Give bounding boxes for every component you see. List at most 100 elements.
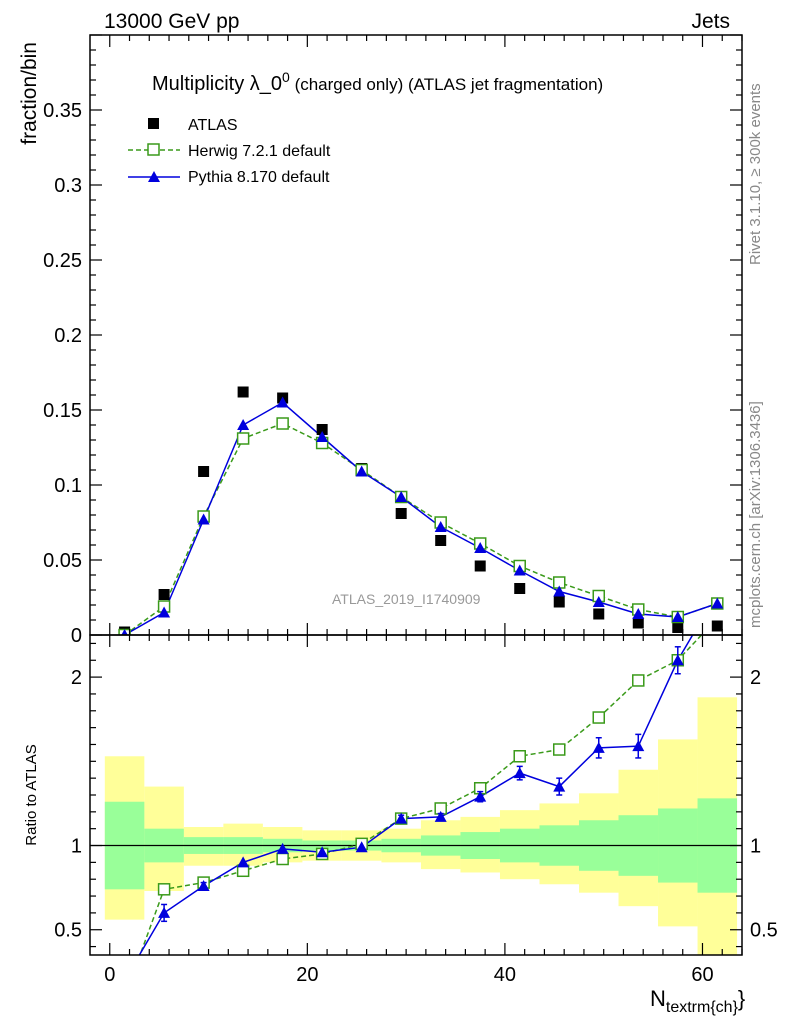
pythia-point xyxy=(237,419,250,430)
ratio-xtick-label: 40 xyxy=(494,964,516,986)
ratio-ylabel: Ratio to ATLAS xyxy=(23,744,40,845)
ratio-plot-area xyxy=(90,587,742,955)
x-axis-label-main: N xyxy=(650,986,666,1011)
ratio-herwig-point xyxy=(513,750,526,763)
pythia-point xyxy=(276,396,289,408)
ratio-pythia-point xyxy=(434,810,447,822)
pythia-point xyxy=(553,585,566,597)
atlas-point xyxy=(711,620,723,632)
ratio-herwig-point xyxy=(552,743,566,756)
ratio-pythia-point xyxy=(553,780,566,792)
ratio-pythia-point xyxy=(158,906,171,918)
chart-title-rest: (charged only) (ATLAS jet fragmentation) xyxy=(290,75,603,94)
main-ytick-label: 0.2 xyxy=(54,325,82,347)
x-axis-label: Ntextrm{ch}} xyxy=(650,986,745,1016)
pythia-point xyxy=(158,606,171,618)
x-axis-label-close: } xyxy=(738,986,745,1011)
main-ylabel: fraction/bin xyxy=(18,42,41,145)
ratio-ytick-label-right: 2 xyxy=(750,667,761,689)
ratio-pythia-line xyxy=(138,635,694,955)
ratio-ytick-label-right: 0.5 xyxy=(750,920,778,942)
atlas-point xyxy=(593,608,605,620)
pythia-point xyxy=(513,564,526,576)
atlas-point xyxy=(553,596,565,608)
legend-atlas-label: ATLAS xyxy=(188,117,238,134)
main-ytick-label: 0.05 xyxy=(43,550,82,572)
main-plot-area xyxy=(118,386,724,635)
atlas-point xyxy=(514,583,526,594)
chart-title-main: Multiplicity λ_0 xyxy=(152,73,282,95)
ratio-pythia-point xyxy=(671,654,684,666)
legend-atlas-marker xyxy=(148,118,159,129)
atlas-point xyxy=(395,508,407,519)
ratio-xtick-label: 20 xyxy=(296,964,318,986)
ratio-pythia-point xyxy=(395,812,408,824)
pythia-point xyxy=(592,596,605,607)
legend-pythia-label: Pythia 8.170 default xyxy=(188,169,330,186)
legend-herwig-marker xyxy=(147,143,160,156)
ratio-herwig-point xyxy=(592,711,606,724)
herwig-line xyxy=(124,422,718,635)
rivet-label: Rivet 3.1.10, ≥ 300k events xyxy=(747,83,764,265)
x-axis-label-sub: textrm{ch} xyxy=(666,999,739,1016)
atlas-point xyxy=(672,622,684,633)
pythia-point xyxy=(711,597,724,609)
atlas-point xyxy=(435,535,447,546)
main-ytick-label: 0.25 xyxy=(43,250,82,272)
atlas-point xyxy=(474,560,486,572)
ratio-ytick-label-left: 1 xyxy=(71,836,82,858)
ratio-pythia-point xyxy=(355,841,368,853)
main-ytick-label: 0.15 xyxy=(43,400,82,422)
atlas-point xyxy=(198,466,210,477)
ratio-herwig-point xyxy=(276,852,289,866)
energy-label: 13000 GeV pp xyxy=(104,10,239,33)
main-ytick-label: 0 xyxy=(71,625,82,647)
atlas-point xyxy=(316,424,328,435)
pythia-point xyxy=(355,465,368,477)
atlas-point xyxy=(237,386,249,398)
mcplots-label: mcplots.cern.ch [arXiv:1306.3436] xyxy=(747,401,764,628)
ratio-xtick-label: 60 xyxy=(691,964,713,986)
pythia-point xyxy=(316,431,329,442)
pythia-point xyxy=(434,521,447,532)
ratio-pythia-point xyxy=(474,790,487,802)
ratio-herwig-line xyxy=(139,635,703,955)
ratio-herwig-point xyxy=(157,883,171,896)
pythia-point xyxy=(632,608,645,619)
analysis-label: ATLAS_2019_I1740909 xyxy=(332,591,481,607)
ratio-ytick-label-left: 2 xyxy=(71,667,82,689)
pythia-point xyxy=(121,629,128,635)
ratio-pythia-point xyxy=(513,767,526,779)
legend-pythia-marker xyxy=(148,171,160,182)
atlas-point xyxy=(158,589,170,600)
chart-title-sup: 0 xyxy=(282,69,290,85)
ratio-pythia-point xyxy=(237,856,250,868)
ratio-pythia-point xyxy=(592,741,605,753)
pythia-point xyxy=(395,491,408,502)
pythia-point xyxy=(197,513,210,525)
pythia-line xyxy=(124,401,718,635)
herwig-point xyxy=(236,432,250,445)
pythia-point xyxy=(474,542,487,553)
ratio-pythia-point xyxy=(197,879,210,891)
ratio-herwig-point xyxy=(632,674,645,687)
main-ytick-label: 0.3 xyxy=(54,175,82,197)
legend: ATLAS Herwig 7.2.1 default Pythia 8.170 … xyxy=(128,117,331,186)
ratio-ytick-label-left: 0.5 xyxy=(54,920,82,942)
legend-herwig-label: Herwig 7.2.1 default xyxy=(188,143,331,160)
main-ytick-label: 0.35 xyxy=(43,100,82,122)
ratio-pythia-point xyxy=(316,846,329,858)
chart-title: Multiplicity λ_00 (charged only) (ATLAS … xyxy=(152,69,603,95)
ratio-pythia-point xyxy=(632,740,645,752)
herwig-point xyxy=(276,417,289,430)
main-ytick-label: 0.1 xyxy=(54,475,82,497)
ratio-pythia-point xyxy=(276,842,289,854)
pythia-point xyxy=(671,611,684,622)
ratio-xtick-label: 0 xyxy=(104,964,115,986)
atlas-point xyxy=(632,617,644,629)
ratio-pythia-point xyxy=(711,587,723,598)
process-label: Jets xyxy=(691,10,730,33)
ratio-ytick-label-right: 1 xyxy=(750,836,761,858)
axes: 00.050.10.150.20.250.30.350 20 40 600.5 0.51… xyxy=(43,34,778,986)
